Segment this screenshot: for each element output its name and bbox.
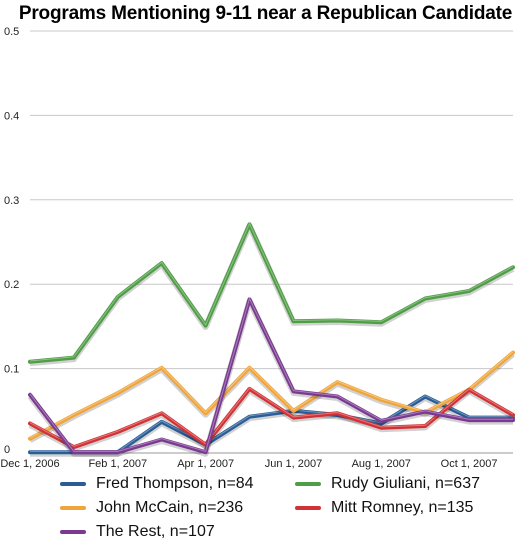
legend-item: Rudy Giuliani, n=637 <box>295 475 480 493</box>
series-highlight-3 <box>29 387 514 447</box>
legend-label: John McCain, n=236 <box>96 499 244 516</box>
y-tick-label: 0.3 <box>4 195 19 207</box>
series-highlight-1 <box>29 222 514 362</box>
legend-swatch <box>295 482 321 486</box>
y-tick-label: 0.2 <box>4 279 19 291</box>
legend-item: The Rest, n=107 <box>60 523 215 541</box>
legend-swatch <box>60 530 86 534</box>
legend-label: Mitt Romney, n=135 <box>331 499 474 516</box>
x-tick-label: Aug 1, 2007 <box>352 458 411 470</box>
legend-swatch <box>60 506 86 510</box>
series-line-mitt-romney <box>28 386 515 450</box>
series-highlight-2 <box>29 351 514 439</box>
y-tick-label: 0.5 <box>4 26 19 38</box>
series-line-rudy-giuliani <box>28 222 515 364</box>
chart-title: Programs Mentioning 9-11 near a Republic… <box>18 3 513 24</box>
series-highlight-4 <box>29 297 513 453</box>
y-axis-ticks: 0 0.1 0.2 0.3 0.4 0.5 <box>4 26 19 456</box>
legend-label: Fred Thompson, n=84 <box>96 475 254 492</box>
grid-lines <box>30 30 513 454</box>
legend-label: The Rest, n=107 <box>96 523 215 540</box>
series-lines <box>27 222 515 457</box>
x-tick-label: Feb 1, 2007 <box>88 458 147 470</box>
x-axis-ticks: Dec 1, 2006 Feb 1, 2007 Apr 1, 2007 Jun 1, … <box>0 458 497 470</box>
legend-item: John McCain, n=236 <box>60 499 243 517</box>
legend-swatch <box>295 506 321 510</box>
x-tick-label: Dec 1, 2006 <box>0 458 59 470</box>
legend-item: Mitt Romney, n=135 <box>295 499 473 517</box>
series-line-the-rest <box>28 297 515 455</box>
y-tick-label: 0.1 <box>4 364 19 376</box>
x-tick-label: Oct 1, 2007 <box>441 458 498 470</box>
x-tick-label: Jun 1, 2007 <box>265 458 323 470</box>
y-tick-label: 0 <box>4 444 10 456</box>
legend-item: Fred Thompson, n=84 <box>60 475 254 493</box>
series-shadow-2 <box>28 351 515 443</box>
series-line-john-mccain <box>28 350 515 441</box>
x-tick-label: Apr 1, 2007 <box>177 458 234 470</box>
legend-label: Rudy Giuliani, n=637 <box>331 475 480 492</box>
legend-swatch <box>60 482 86 486</box>
y-tick-label: 0.4 <box>4 110 19 122</box>
